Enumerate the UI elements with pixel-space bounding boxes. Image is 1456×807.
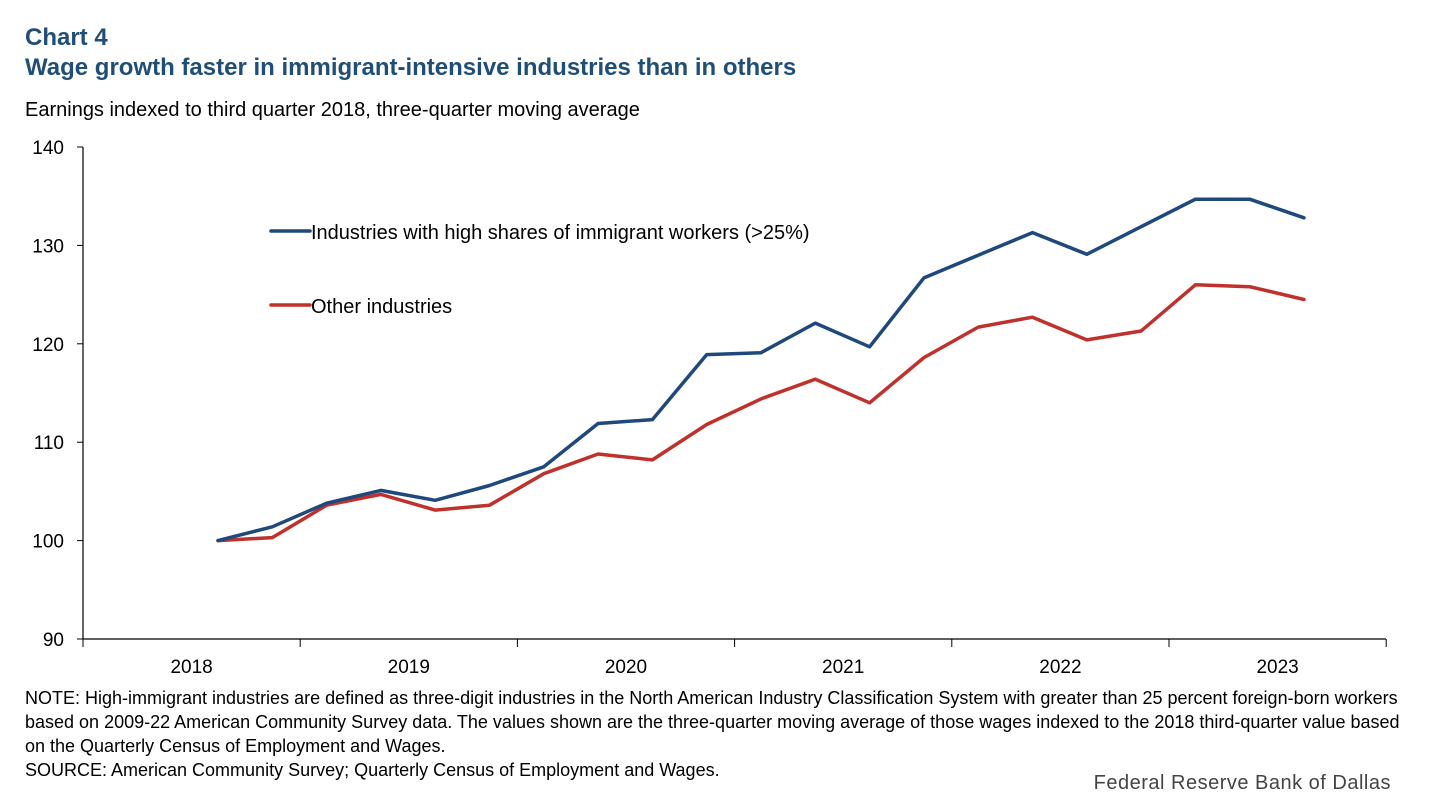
series-line-other-industries <box>216 283 1306 543</box>
source-text: SOURCE: American Community Survey; Quart… <box>25 760 720 780</box>
y-tick-label: 110 <box>34 433 64 454</box>
x-axis-ticks: 2018 2019 2020 2021 2022 2023 <box>82 639 1387 678</box>
x-tick-label: 2022 <box>1039 657 1081 678</box>
legend-label: Industries with high shares of immigrant… <box>311 222 810 244</box>
legend: Industries with high shares of immigrant… <box>269 222 810 318</box>
y-tick-label: 140 <box>32 138 64 159</box>
note-text: NOTE: High-immigrant industries are defi… <box>25 688 1400 756</box>
legend-label: Other industries <box>311 296 452 318</box>
series-line-high-immigrant <box>216 197 1306 543</box>
series-lines <box>216 197 1306 543</box>
axes <box>82 147 1386 640</box>
x-tick-label: 2020 <box>605 657 647 678</box>
y-tick-label: 90 <box>43 630 64 651</box>
chart-number: Chart 4 <box>25 24 108 51</box>
x-tick-label: 2023 <box>1256 657 1298 678</box>
y-tick-label: 100 <box>32 532 64 553</box>
publisher-credit: Federal Reserve Bank of Dallas <box>1093 772 1391 794</box>
chart-notes: NOTE: High-immigrant industries are defi… <box>25 686 1405 782</box>
x-tick-label: 2021 <box>822 657 864 678</box>
y-tick-label: 120 <box>32 335 64 356</box>
chart-subtitle: Earnings indexed to third quarter 2018, … <box>25 99 640 121</box>
x-tick-label: 2018 <box>170 657 212 678</box>
chart-title: Wage growth faster in immigrant-intensiv… <box>25 54 797 81</box>
x-tick-label: 2019 <box>388 657 430 678</box>
y-tick-label: 130 <box>32 236 64 257</box>
y-axis-ticks: 90 100 110 120 130 140 <box>32 138 83 651</box>
